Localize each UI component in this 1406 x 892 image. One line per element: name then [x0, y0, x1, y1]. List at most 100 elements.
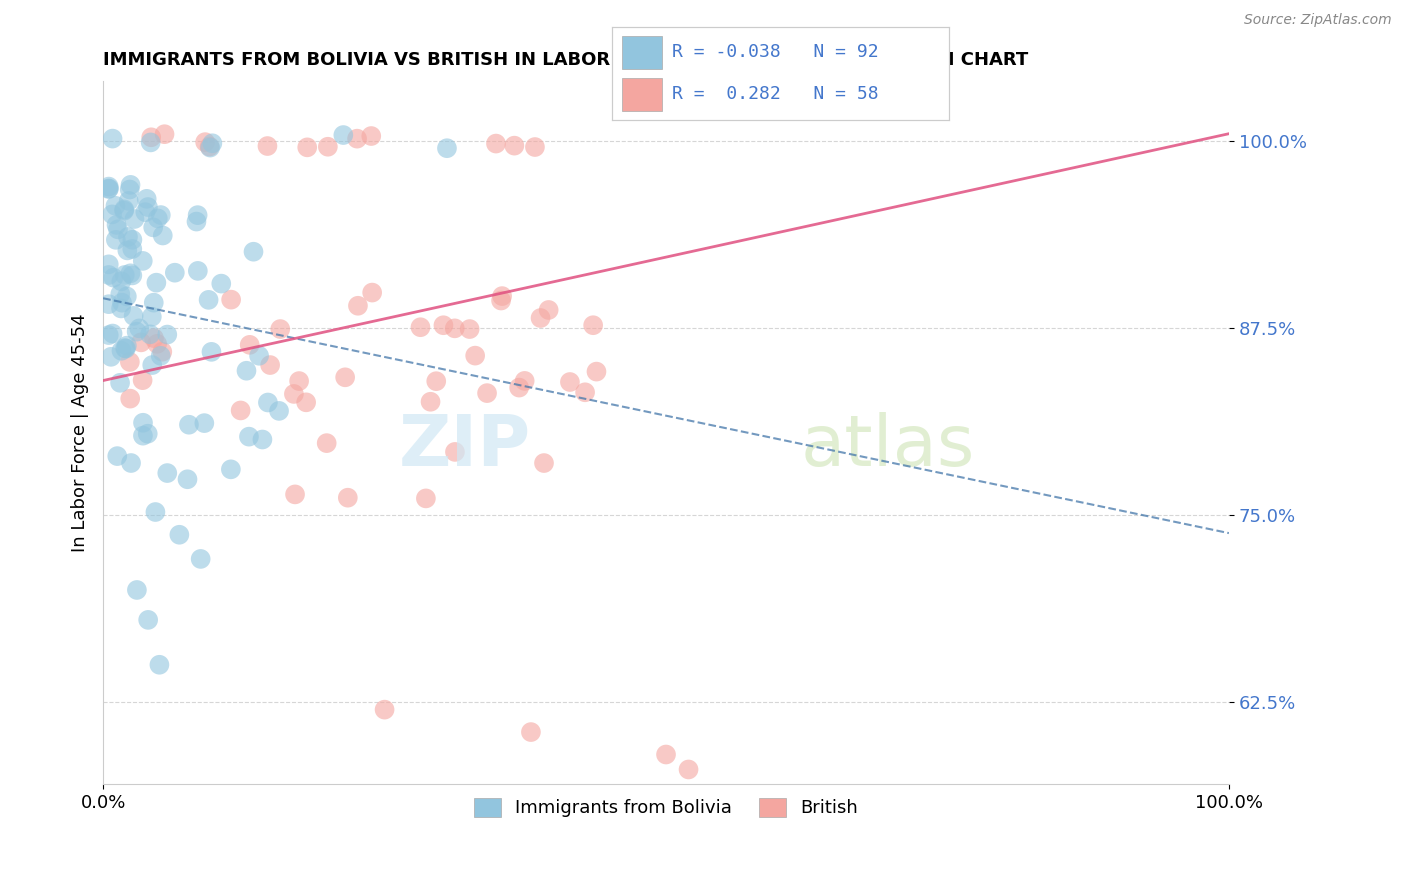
Text: R = -0.038   N = 92: R = -0.038 N = 92 [672, 43, 879, 61]
Point [336, 491, 359, 505]
Point [115, 342, 138, 356]
Point [128, 321, 150, 335]
Point [176, 472, 198, 486]
Point [558, 375, 581, 389]
Point [115, 289, 138, 303]
Point [124, 212, 146, 227]
Point [114, 341, 136, 355]
Point [315, 436, 337, 450]
Point [120, 392, 142, 406]
Point [153, 127, 176, 141]
Point [149, 349, 172, 363]
Point [97, 328, 120, 343]
Point [110, 343, 132, 358]
Point [513, 374, 536, 388]
Point [121, 268, 143, 283]
Point [131, 373, 153, 387]
Point [152, 228, 174, 243]
Point [112, 202, 135, 217]
Point [146, 211, 169, 226]
Point [295, 395, 318, 409]
Point [582, 318, 605, 333]
Point [193, 416, 215, 430]
Point [200, 344, 222, 359]
Point [97, 182, 120, 196]
Point [252, 433, 274, 447]
Point [118, 194, 141, 208]
Point [111, 295, 134, 310]
Point [247, 349, 270, 363]
Point [284, 487, 307, 501]
Point [485, 136, 508, 151]
Point [97, 268, 120, 282]
Point [97, 179, 120, 194]
Point [145, 276, 167, 290]
Point [104, 199, 127, 213]
Point [585, 365, 607, 379]
Point [489, 293, 512, 308]
Point [122, 309, 145, 323]
Point [201, 136, 224, 151]
Point [141, 358, 163, 372]
Point [197, 293, 219, 307]
Point [678, 763, 700, 777]
Point [425, 374, 447, 388]
Point [143, 331, 166, 345]
Point [105, 449, 128, 463]
Point [533, 456, 555, 470]
Point [118, 355, 141, 369]
Point [574, 385, 596, 400]
Point [186, 214, 208, 228]
Point [229, 403, 252, 417]
Point [142, 220, 165, 235]
Point [125, 582, 148, 597]
Text: atlas: atlas [801, 412, 976, 482]
Point [235, 364, 257, 378]
Point [464, 349, 486, 363]
Point [198, 140, 221, 154]
Point [288, 374, 311, 388]
Point [444, 445, 467, 459]
Bar [621, 36, 662, 69]
Point [239, 338, 262, 352]
Point [187, 264, 209, 278]
Point [150, 344, 173, 359]
Point [163, 266, 186, 280]
Point [198, 139, 221, 153]
Point [347, 299, 370, 313]
Point [458, 322, 481, 336]
Point [169, 527, 191, 541]
Point [145, 505, 167, 519]
Point [120, 456, 142, 470]
Point [655, 747, 678, 762]
Point [132, 253, 155, 268]
Point [187, 208, 209, 222]
Point [136, 426, 159, 441]
Text: IMMIGRANTS FROM BOLIVIA VS BRITISH IN LABOR FORCE | AGE 45-54 CORRELATION CHART: IMMIGRANTS FROM BOLIVIA VS BRITISH IN LA… [103, 51, 1028, 69]
Point [475, 386, 498, 401]
Point [259, 358, 281, 372]
Point [360, 128, 382, 143]
Text: R =  0.282   N = 58: R = 0.282 N = 58 [672, 86, 879, 103]
Point [256, 139, 278, 153]
Point [129, 335, 152, 350]
Point [136, 613, 159, 627]
Point [141, 310, 163, 324]
Point [432, 318, 454, 333]
Point [443, 321, 465, 335]
Point [110, 274, 132, 288]
Y-axis label: In Labor Force | Age 45-54: In Labor Force | Age 45-54 [72, 314, 89, 552]
Point [297, 140, 319, 154]
Point [103, 270, 125, 285]
Point [117, 244, 139, 258]
Point [257, 395, 280, 409]
Point [142, 295, 165, 310]
Point [110, 301, 132, 316]
Point [132, 416, 155, 430]
Point [537, 302, 560, 317]
Point [361, 285, 384, 300]
Point [101, 207, 124, 221]
Point [374, 703, 396, 717]
Point [107, 222, 129, 236]
Point [156, 466, 179, 480]
